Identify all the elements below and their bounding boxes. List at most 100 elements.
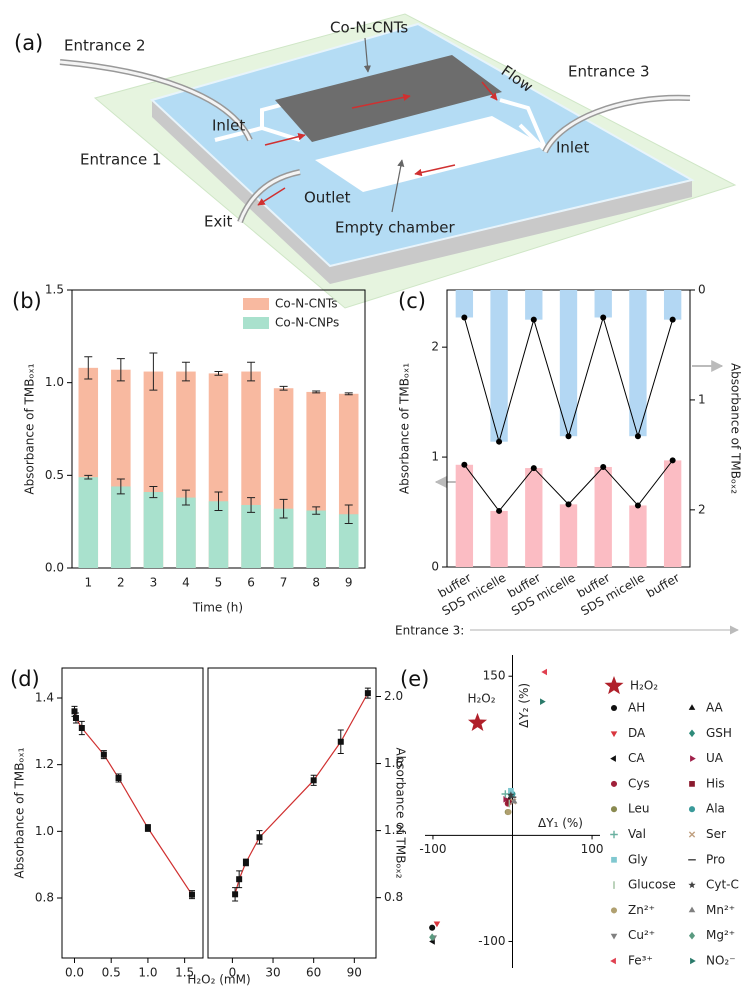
x-tick-label: 6 [247, 576, 255, 590]
bar [559, 504, 578, 567]
x-tick-label: 1 [84, 576, 92, 590]
point [72, 715, 79, 721]
legend-marker [688, 931, 696, 940]
legend-label: Gly [628, 852, 648, 866]
error-bar [344, 392, 353, 396]
pointer [363, 37, 372, 73]
chip-diagram: (a) Co-N-CNTs Entrance 2 Flow Entrance 3… [14, 13, 737, 309]
error-bar [247, 361, 256, 382]
point [496, 438, 503, 445]
point [232, 891, 239, 898]
pointer [391, 159, 405, 213]
x-tick-label: 90 [347, 966, 362, 980]
x-tick-label: 60 [306, 966, 321, 980]
panel-label: (d) [10, 667, 40, 691]
point [541, 668, 548, 676]
plot-frame [61, 667, 204, 959]
error-bar [116, 478, 125, 495]
legend-marker [610, 830, 618, 839]
x-tick-label: 4 [182, 576, 190, 590]
point [507, 791, 515, 799]
x-tick-label: 30 [265, 966, 280, 980]
error-bar [247, 497, 256, 513]
y-tick-label: 0 [698, 283, 706, 297]
legend-marker [610, 933, 618, 940]
point [530, 465, 537, 472]
error-bar [312, 506, 321, 515]
bar [78, 477, 99, 568]
legend-marker [688, 704, 696, 710]
point [496, 507, 503, 514]
legend-label: AH [628, 701, 645, 715]
legend-marker [610, 731, 618, 738]
x-tick-label: 5 [215, 576, 223, 590]
x-axis-label: ΔY₁ (%) [538, 816, 583, 830]
y-tick-label: 1.0 [45, 375, 64, 389]
legend-label: UA [706, 751, 724, 765]
legend-label: Mg²⁺ [706, 928, 735, 942]
bar [629, 290, 647, 437]
bar [525, 468, 543, 567]
y-tick-label: 1 [431, 450, 439, 464]
bar [455, 464, 474, 567]
bar [455, 290, 474, 318]
legend-marker [689, 781, 695, 787]
legend-label: Glucose [628, 878, 676, 892]
legend-marker [610, 907, 618, 914]
diagram-label: Exit [204, 213, 233, 231]
legend-marker [611, 856, 617, 863]
bar [111, 486, 131, 568]
legend-label: Cyt-C [706, 878, 739, 892]
panel-label: (a) [14, 31, 43, 55]
flow-arrow [264, 132, 306, 146]
y-axis-label: ΔY₂ (%) [517, 683, 531, 728]
error-bar [84, 356, 93, 380]
point [634, 433, 641, 440]
x-tick-label: 2 [117, 576, 125, 590]
y-tick-label: 1 [698, 392, 706, 406]
error-bar [181, 361, 190, 382]
error-bar [279, 385, 288, 391]
point [310, 777, 317, 784]
legend-label: Mn²⁺ [706, 903, 735, 917]
y-tick-label: 2 [698, 502, 706, 516]
bar [663, 290, 682, 320]
tube [59, 60, 252, 141]
point [236, 876, 243, 883]
x-tick-label: 9 [345, 576, 353, 590]
flow-arrow [481, 81, 498, 101]
legend-label: Pro [706, 852, 725, 866]
y-tick-label: 2.0 [384, 689, 403, 703]
diagram-label: Inlet [212, 117, 245, 135]
flow-arrow [351, 93, 411, 109]
point [600, 314, 607, 321]
y-tick-label: 0.8 [35, 891, 54, 905]
point [242, 859, 249, 866]
empty-chamber [315, 116, 545, 192]
x-tick-label: buffer [644, 570, 682, 600]
y-axis-label: Absorbance of TMBₒₓ₁ [13, 747, 27, 878]
error-bar [214, 371, 223, 376]
bar [490, 510, 508, 567]
x-axis-label: H₂O₂ (mM) [187, 973, 250, 987]
legend-label: His [706, 776, 725, 790]
y-tick-label: 0.0 [45, 561, 64, 575]
x-tick-label: -100 [419, 842, 446, 856]
error-bar [149, 352, 158, 391]
legend-label: GSH [706, 726, 732, 740]
line [234, 692, 369, 895]
y-axis-label: Absorbance of TMBₒₓ₁ [398, 363, 412, 494]
point [669, 457, 676, 464]
point [256, 834, 263, 841]
point [364, 690, 371, 697]
legend-label: Cys [628, 776, 650, 790]
y-tick-label: 0.5 [45, 468, 64, 482]
point [429, 933, 436, 942]
y2-axis-label: Absorbance of TMBₒₓ₂ [729, 363, 743, 494]
point [144, 825, 151, 831]
legend-marker [604, 676, 624, 695]
legend-marker [688, 806, 696, 813]
point [565, 433, 572, 440]
bar [663, 460, 682, 567]
